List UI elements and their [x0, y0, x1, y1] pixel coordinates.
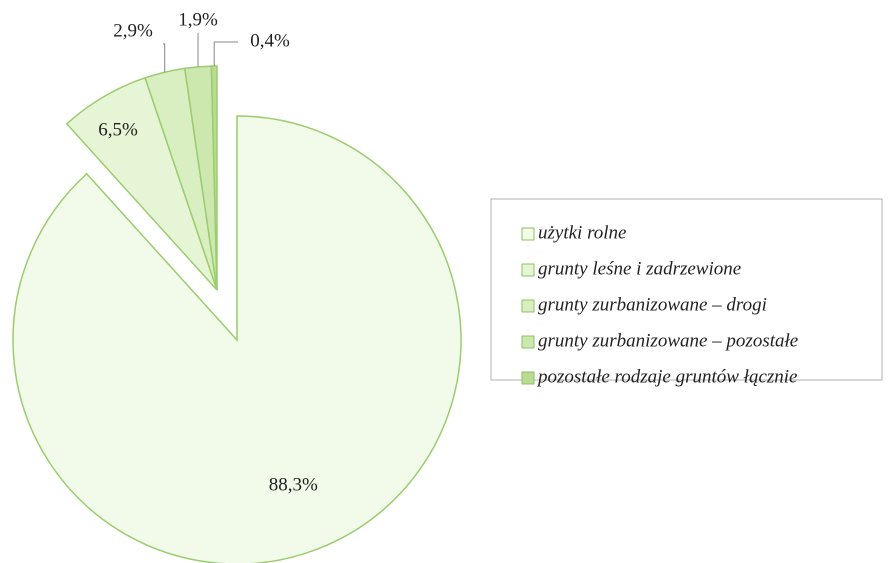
leader-line: [163, 43, 166, 73]
legend-swatch: [521, 227, 535, 241]
leader-line: [213, 41, 238, 67]
legend-label: użytki rolne: [538, 222, 626, 243]
data-label: 1,9%: [178, 9, 218, 30]
data-label: 0,4%: [250, 30, 290, 51]
data-label: 6,5%: [98, 119, 138, 140]
legend-label: grunty leśne i zadrzewione: [538, 258, 741, 279]
legend-box: [490, 198, 883, 381]
legend-swatch: [521, 371, 535, 385]
legend-label: grunty zurbanizowane – pozostałe: [538, 330, 798, 351]
data-label: 88,3%: [269, 475, 318, 496]
legend-label: pozostałe rodzaje gruntów łącznie: [536, 366, 798, 387]
legend-swatch: [521, 299, 535, 313]
pie-slice: [12, 115, 462, 563]
data-label: 2,9%: [113, 20, 153, 41]
legend-swatch: [521, 335, 535, 349]
legend-swatch: [521, 263, 535, 277]
legend-label: grunty zurbanizowane – drogi: [538, 294, 767, 315]
